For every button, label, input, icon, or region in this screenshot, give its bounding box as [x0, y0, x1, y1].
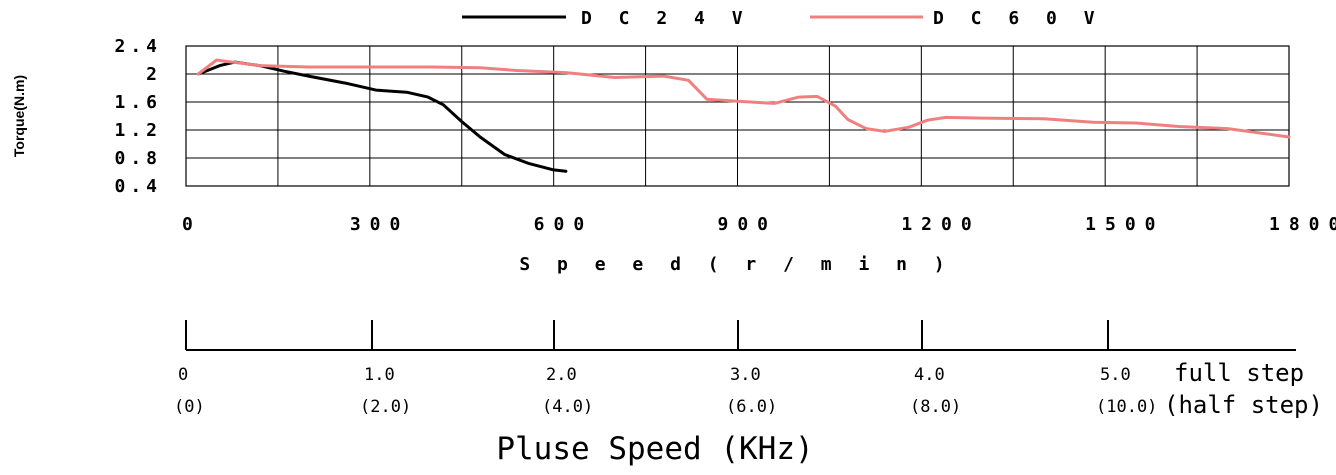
x-tick-label: 300	[350, 214, 410, 235]
axes-layer	[185, 45, 1290, 187]
pulse-half-step-tick-label: (8.0)	[910, 397, 961, 417]
x-tick-label: 1200	[901, 214, 980, 235]
x-tick-label: 0	[182, 214, 202, 235]
y-axis-title: Torque(N.m)	[11, 75, 27, 157]
pulse-half-step-tick-label: (2.0)	[360, 397, 411, 417]
series-line-dc24v	[196, 60, 568, 173]
pulse-full-step-tick-label: 5.0	[1100, 365, 1131, 385]
pulse-full-step-tick-label: 1.0	[364, 365, 395, 385]
y-tick-label: 2	[146, 64, 162, 85]
pulse-full-step-tick-label: 3.0	[730, 365, 761, 385]
pulse-half-step-tick-label: (4.0)	[542, 397, 593, 417]
pulse-half-step-tick-label: (6.0)	[726, 397, 777, 417]
pulse-half-step-tick-label: (0)	[174, 397, 205, 417]
y-tick-label: 1.6	[114, 92, 162, 113]
pulse-full-step-tick-label: 2.0	[546, 365, 577, 385]
pulse-half-step-label: (half step)	[1164, 391, 1323, 419]
y-tick-label: 1.2	[114, 120, 162, 141]
pulse-axis-title: Pluse Speed (KHz)	[496, 431, 813, 467]
labels-layer: 2.4 2 1.6 1.2 0.8 0.4 0 300 600 900 1200 1500 1800 To…	[11, 36, 1336, 275]
legend-label-dc60v: D C 6 0 V	[933, 8, 1103, 29]
legend-layer: D C 2 4 V D C 6 0 V	[462, 8, 1103, 29]
pulse-full-step-label: full step	[1174, 359, 1304, 387]
y-tick-label: 2.4	[114, 36, 162, 57]
y-tick-label: 0.4	[114, 176, 162, 197]
legend-label-dc24v: D C 2 4 V	[581, 8, 751, 29]
pulse-full-step-tick-label: 4.0	[914, 365, 945, 385]
x-tick-label: 900	[718, 214, 778, 235]
pulse-layer: 0 (0) 1.0 (2.0) 2.0 (4.0) 3.0 (6.0) 4.0 (8.0) 5.0 (…	[174, 320, 1323, 467]
x-tick-label: 1800	[1269, 214, 1336, 235]
series-layer	[196, 58, 1291, 173]
pulse-half-step-tick-label: (10.0)	[1096, 397, 1157, 417]
x-tick-label: 600	[534, 214, 594, 235]
series-line-dc60v	[196, 58, 1291, 139]
y-tick-label: 0.8	[114, 148, 162, 169]
plot-frame	[185, 45, 1290, 187]
x-tick-label: 1500	[1085, 214, 1164, 235]
x-axis-title: S p e e d ( r / m i n )	[519, 254, 952, 275]
pulse-full-step-tick-label: 0	[178, 365, 188, 385]
